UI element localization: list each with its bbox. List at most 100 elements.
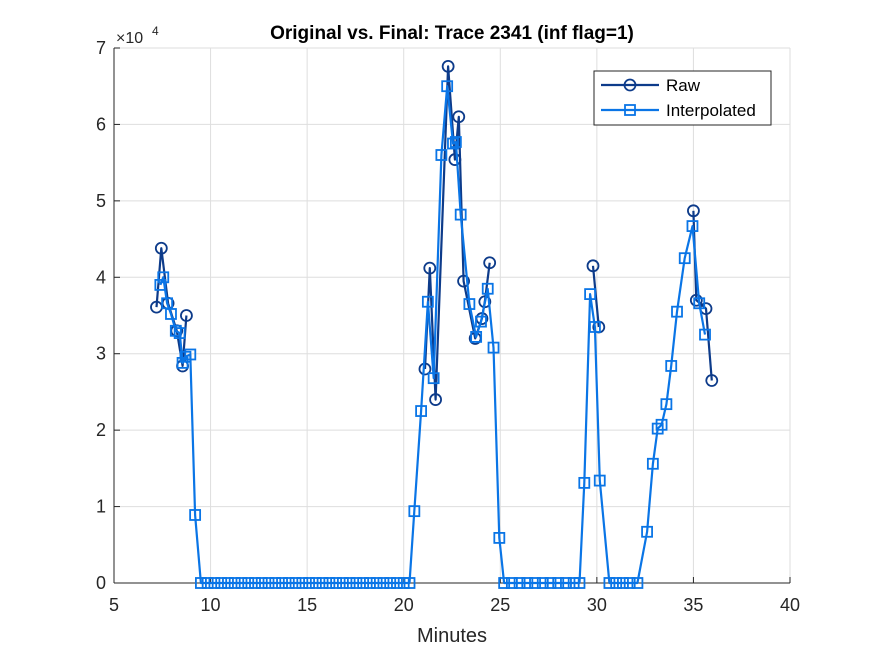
y-tick-label: 5 <box>96 191 106 211</box>
interpolated-point <box>447 137 459 150</box>
raw-point <box>423 261 437 275</box>
interpolated-point <box>289 577 302 589</box>
legend-raw-label: Raw <box>666 76 701 95</box>
interpolated-point <box>222 577 234 589</box>
interpolated-point <box>463 298 476 310</box>
interpolated-point <box>350 577 363 589</box>
interpolated-point <box>552 577 565 589</box>
interpolated-point <box>189 509 202 521</box>
interpolated-point <box>269 577 282 589</box>
interpolated-point <box>544 577 557 589</box>
interpolated-point <box>589 321 601 333</box>
raw-point <box>586 259 600 273</box>
interpolated-point <box>242 577 255 589</box>
y-tick-label: 1 <box>96 497 106 517</box>
interpolated-point <box>262 577 275 589</box>
interpolated-point <box>610 577 623 589</box>
x-tick-label: 40 <box>780 595 800 615</box>
interpolated-point <box>646 457 659 470</box>
interpolated-point <box>470 330 483 343</box>
raw-point <box>180 309 193 322</box>
interpolated-point <box>249 577 261 589</box>
interpolated-point <box>154 279 167 291</box>
interpolated-point <box>505 577 518 589</box>
legend-interp-label: Interpolated <box>666 101 756 120</box>
interpolated-point <box>593 474 606 487</box>
interpolated-point <box>255 577 268 589</box>
interpolated-point <box>235 577 248 589</box>
interpolated-point <box>641 525 653 538</box>
interpolated-point <box>449 136 462 148</box>
interpolated-point <box>435 149 448 161</box>
raw-point <box>448 153 462 166</box>
interpolated-point <box>364 577 376 589</box>
interpolated-point <box>343 577 356 589</box>
x-tick-label: 5 <box>109 595 119 615</box>
raw-point <box>429 393 442 406</box>
interpolated-point <box>316 577 329 589</box>
interpolated-point <box>323 577 336 589</box>
interpolated-point <box>173 327 186 339</box>
interpolated-point <box>195 577 207 589</box>
x-tick-label: 15 <box>297 595 317 615</box>
raw-point <box>705 374 719 387</box>
interpolated-point <box>487 341 500 354</box>
x-ticks: 5 10 15 20 25 30 35 40 <box>109 577 800 615</box>
raw-point <box>687 204 700 218</box>
interpolated-point <box>330 577 343 589</box>
raw-point <box>457 274 470 288</box>
interpolated-point <box>481 282 494 295</box>
interpolated-point <box>309 577 322 589</box>
interpolated-point <box>176 356 189 369</box>
x-tick-label: 35 <box>683 595 703 615</box>
x-tick-label: 25 <box>490 595 510 615</box>
interpolated-point <box>228 577 241 589</box>
interpolated-point <box>421 295 434 308</box>
interpolated-point <box>454 208 467 221</box>
y-tick-label: 2 <box>96 420 106 440</box>
interpolated-point <box>415 405 427 417</box>
interpolated-point <box>475 315 487 328</box>
raw-point <box>483 256 497 270</box>
interpolated-point <box>357 577 370 589</box>
y-tick-label: 4 <box>96 267 106 287</box>
interpolated-point <box>391 577 403 589</box>
interpolated-point <box>631 577 644 589</box>
interpolated-point <box>513 577 526 589</box>
interpolated-point <box>678 252 691 265</box>
interpolated-point <box>201 577 214 589</box>
interpolated-point <box>584 288 596 301</box>
chart-title: Original vs. Final: Trace 2341 (inf flag… <box>270 23 634 44</box>
interpolated-point <box>336 577 349 589</box>
interpolated-point <box>671 305 683 318</box>
x-tick-label: 10 <box>201 595 221 615</box>
interpolated-point <box>370 577 383 589</box>
interpolated-point <box>276 577 288 589</box>
y-tick-label: 0 <box>96 573 106 593</box>
interpolated-point <box>157 271 170 284</box>
legend-interp-marker <box>624 104 636 116</box>
interpolated-point <box>296 577 309 589</box>
interpolated-point <box>282 577 295 589</box>
interpolated-point <box>623 577 636 589</box>
legend-box <box>593 70 772 126</box>
interpolated-point <box>303 577 315 589</box>
interpolated-point <box>655 418 668 431</box>
interpolated-point <box>208 577 221 589</box>
y-exponent-base: ×10 <box>116 30 143 47</box>
interpolated-point <box>560 577 572 589</box>
raw-point <box>154 241 168 255</box>
interpolated-point <box>377 577 390 589</box>
interpolated-point <box>617 577 629 589</box>
y-exponent-power: 4 <box>152 24 159 38</box>
interpolated-point <box>493 532 506 544</box>
interpolated-point <box>660 398 673 411</box>
interpolated-point <box>573 577 586 589</box>
interpolated-point <box>603 577 616 589</box>
interpolated-point <box>699 328 711 341</box>
interpolated-point <box>521 577 534 589</box>
x-tick-label: 20 <box>394 595 414 615</box>
y-tick-label: 6 <box>96 114 106 134</box>
interpolated-point <box>441 80 454 93</box>
